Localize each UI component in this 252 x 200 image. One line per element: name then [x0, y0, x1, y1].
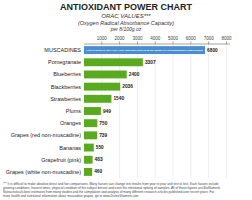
tick-label: 2000: [115, 36, 126, 41]
data-label: 6800: [207, 48, 218, 53]
tick-mark: [119, 42, 120, 45]
bar: [84, 156, 93, 164]
bar: [84, 95, 111, 103]
tick-mark: [173, 42, 174, 45]
axis-line: [84, 44, 230, 45]
data-label: 949: [103, 109, 111, 114]
footnote: more health and nutritional information …: [3, 194, 139, 198]
tick-mark: [208, 42, 209, 45]
category-label: Grapes (white non-muscadine): [6, 169, 81, 175]
tick-label: 4000: [150, 36, 161, 41]
data-label: 2036: [122, 84, 133, 89]
bar: [84, 58, 143, 66]
bar: [84, 131, 97, 139]
grid-line: [173, 44, 174, 178]
annotation: POLYPHENOLS, ELLAGIC ACID, RESVERATROL &…: [86, 49, 203, 52]
category-label: Blueberries: [53, 71, 81, 77]
tick-label: 6000: [186, 36, 197, 41]
tick-label: 7000: [204, 36, 215, 41]
category-label: Grapes (red non-muscadine): [11, 132, 81, 138]
data-label: 550: [96, 145, 104, 150]
tick-label: 3000: [132, 36, 143, 41]
tick-label: 8000: [221, 36, 232, 41]
tick-mark: [101, 42, 102, 45]
tick-mark: [226, 42, 227, 45]
grid-line: [190, 44, 191, 178]
data-label: 2400: [129, 72, 140, 77]
category-label: Blackberries: [51, 84, 82, 90]
tick-mark: [137, 42, 138, 45]
grid-line: [208, 44, 209, 178]
tick-label: 1000: [97, 36, 108, 41]
subtitle: ORAC VALUES***: [101, 13, 151, 19]
data-label: 460: [94, 169, 102, 174]
category-label: Oranges: [60, 120, 81, 126]
tick-label: 5000: [168, 36, 179, 41]
bar: [84, 70, 127, 78]
bar: [84, 83, 120, 91]
tick-mark: [190, 42, 191, 45]
category-label: Plums: [66, 108, 82, 114]
bar: [84, 107, 101, 115]
bar: [84, 119, 97, 127]
data-label: 3307: [145, 60, 156, 65]
tick-mark: [155, 42, 156, 45]
grid-line: [226, 44, 227, 178]
data-label: 750: [99, 121, 107, 126]
category-label: Grapefruit (pink): [41, 157, 81, 163]
bar: [84, 144, 94, 152]
category-label: MUSCADINES: [44, 47, 81, 53]
data-label: 483: [95, 157, 103, 162]
title: ANTIOXIDANT POWER CHART: [60, 2, 192, 12]
bar: [84, 168, 92, 176]
category-label: Bananas: [59, 145, 81, 151]
bars: [84, 46, 205, 176]
bar: [84, 46, 205, 54]
category-label: Pomegranate: [48, 59, 81, 65]
data-label: 1540: [113, 96, 124, 101]
chart: ANTIOXIDANT POWER CHARTORAC VALUES***(Ox…: [0, 0, 252, 200]
category-label: Strawberries: [50, 96, 81, 102]
data-label: 739: [99, 133, 107, 138]
subtitle: per 8/100g.oz: [110, 26, 142, 32]
